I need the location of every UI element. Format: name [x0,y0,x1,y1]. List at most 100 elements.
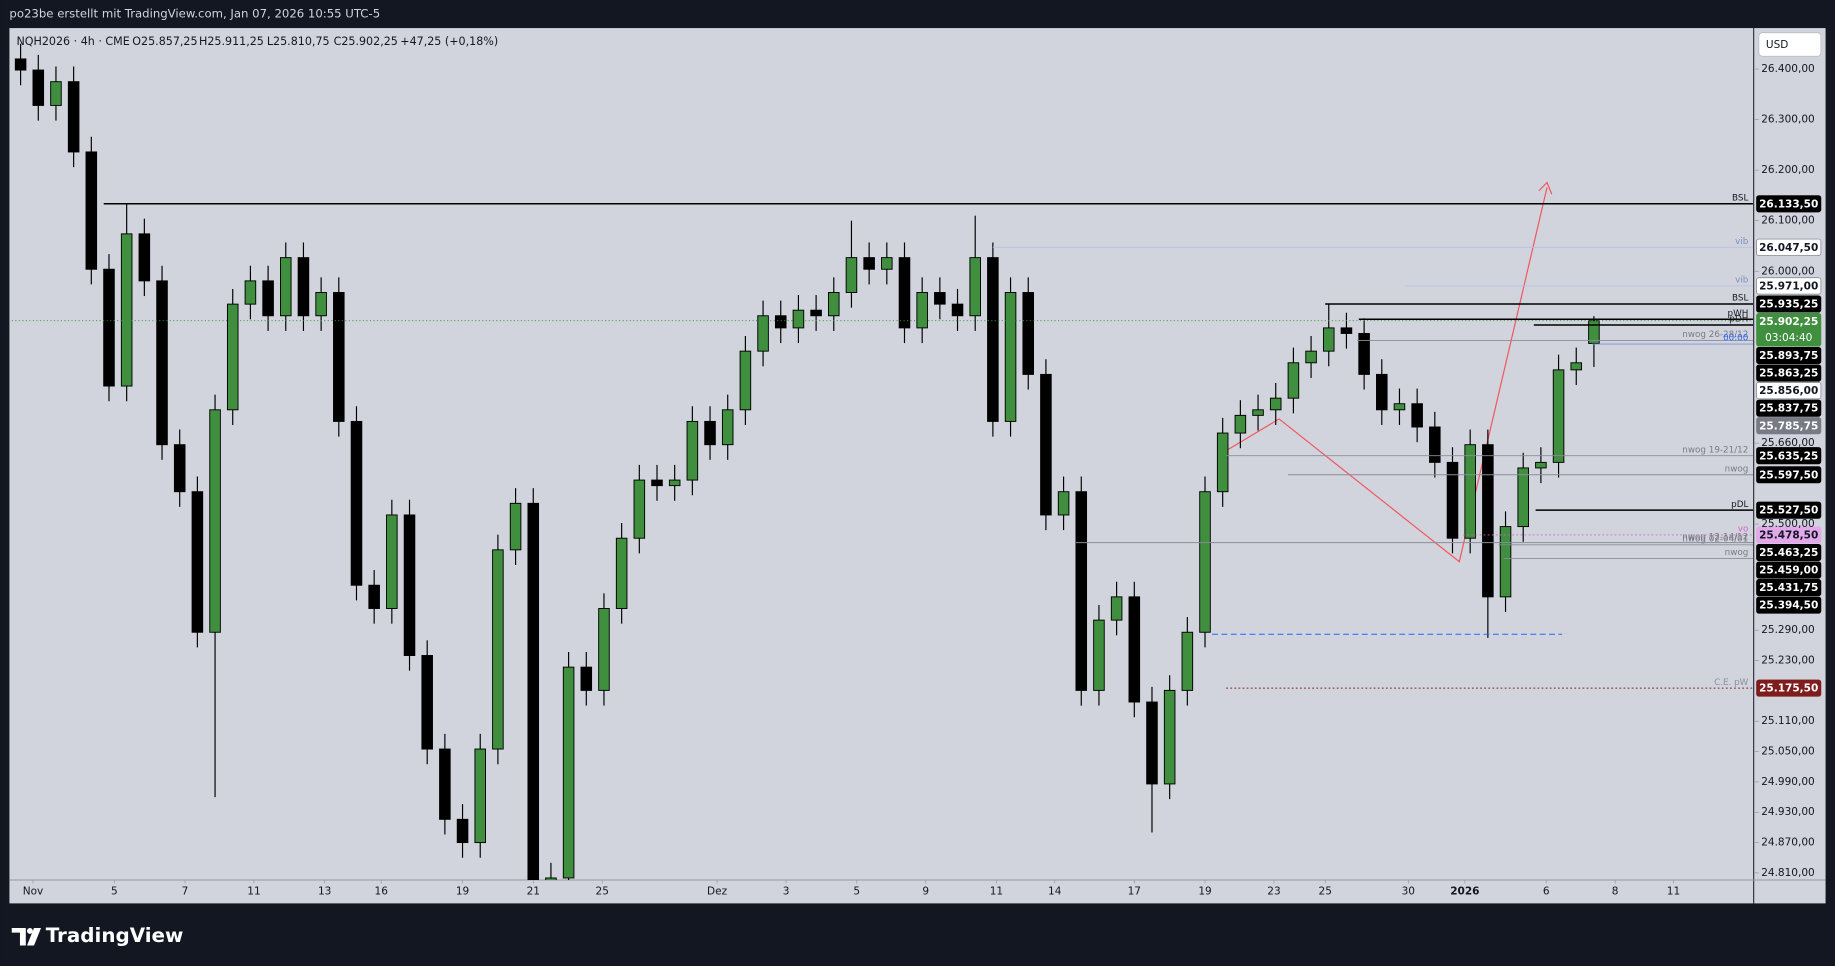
candle-body [1517,467,1529,528]
candle-body [209,409,221,633]
price-badge [1756,679,1822,697]
countdown: 03:04:40 [1765,332,1812,344]
y-tick-label: 24.930,00 [1761,806,1815,818]
x-tick-label: 5 [853,886,860,898]
level-label: vib [1735,276,1749,286]
price-badge [1756,399,1822,417]
candle-body [1216,432,1229,493]
candle-body [1322,327,1335,352]
candle-body [562,666,575,879]
candle-body [1411,403,1423,428]
level-label: 00:00 [1723,334,1748,344]
level-label: nwog 19-21/12 [1682,445,1748,455]
price-badge [1756,447,1822,465]
price-badge [1756,561,1822,579]
candle-body [1429,426,1441,463]
price-badge-label: 25.463,25 [1759,547,1818,559]
price-badge-label: 25.902,25 [1759,316,1818,328]
level-label: nwog 02-04/01 [1682,534,1748,544]
candle-body [951,303,964,317]
candle-body [792,309,805,329]
candle-body [668,479,681,487]
price-badge [1756,238,1822,256]
y-tick-label: 25.500,00 [1761,518,1815,530]
price-badge-label: 25.935,25 [1759,299,1818,311]
x-tick-label: 7 [182,886,189,898]
level-label: pDH [1729,315,1748,325]
x-tick-label: 21 [527,886,540,898]
level-label: nwog 26-28/12 [1682,330,1748,340]
candle-body [1075,491,1088,691]
x-tick-label: 2026 [1450,886,1479,898]
candle-body [1022,292,1035,375]
candle-body [916,292,928,329]
candle-body [1287,362,1300,399]
candle-body [386,514,398,609]
y-tick-label: 26.300,00 [1761,114,1815,126]
y-tick-label: 24.810,00 [1761,867,1815,879]
price-badge [1756,526,1822,544]
x-tick-label: 5 [111,886,118,898]
candle-body [898,257,911,329]
candle-body [545,877,557,880]
price-badge-label: 25.785,75 [1759,420,1818,432]
candle-body [1588,320,1600,344]
x-tick-label: 19 [456,886,469,898]
candle-body [439,748,451,820]
x-tick-label: Dez [707,886,728,898]
price-badge-label: 25.635,25 [1759,450,1818,462]
price-badge [1756,295,1822,313]
candle-body [934,292,946,305]
level-label: nwog 12-14/12 [1682,532,1748,542]
logo-mark [11,927,26,946]
symbol: NQH2026 · 4h · CME [16,35,129,48]
price-badge-label: 25.893,75 [1759,350,1818,362]
candle-body [757,315,769,352]
price-badge-label: 26.133,50 [1759,198,1818,210]
y-tick-label: 25.050,00 [1761,746,1815,758]
candle-body [368,584,380,609]
candle-body [633,479,646,539]
candle-body [1464,444,1476,539]
candle-body [14,58,27,71]
x-tick-label: Nov [23,886,44,898]
price-badge-label: 25.175,50 [1759,683,1818,695]
candle-body [987,257,999,422]
candle-body [615,537,628,609]
x-tick-label: 25 [596,886,609,898]
price-badge [1756,596,1822,614]
price-badge [1756,579,1822,597]
candle-body [85,151,98,270]
price-badge [1756,313,1822,347]
price-badge-label: 25.597,50 [1759,469,1818,481]
x-tick-label: 19 [1198,886,1211,898]
candle-body [1128,596,1141,703]
y-tick-label: 26.000,00 [1761,265,1815,277]
x-tick-label: 11 [1667,886,1680,898]
price-badge-label: 26.047,50 [1759,242,1818,254]
candle-body [333,292,345,422]
y-tick-label: 24.870,00 [1761,837,1815,849]
candle-body [1057,491,1070,516]
price-badge-label: 25.394,50 [1759,600,1818,612]
price-badge-label: 25.527,50 [1759,505,1818,517]
candle-body [1535,461,1547,469]
level-label: vo [1738,525,1749,535]
price-badge-label: 25.971,00 [1759,281,1818,293]
candle-body [1093,619,1105,691]
candle-body [1446,461,1459,539]
brand: TradingView [46,924,184,947]
caption: po23be erstellt mit TradingView.com, Jan… [9,7,380,21]
level-label: vib [1735,237,1749,247]
price-badge [1756,543,1822,562]
price-badge [1756,364,1822,382]
candle-body [881,257,893,270]
currency-button[interactable] [1758,32,1822,57]
candle-body [1305,350,1317,364]
candle-body [67,81,80,153]
y-tick-label: 25.230,00 [1761,655,1815,667]
candle-body [279,257,292,317]
candle-body [598,608,610,691]
